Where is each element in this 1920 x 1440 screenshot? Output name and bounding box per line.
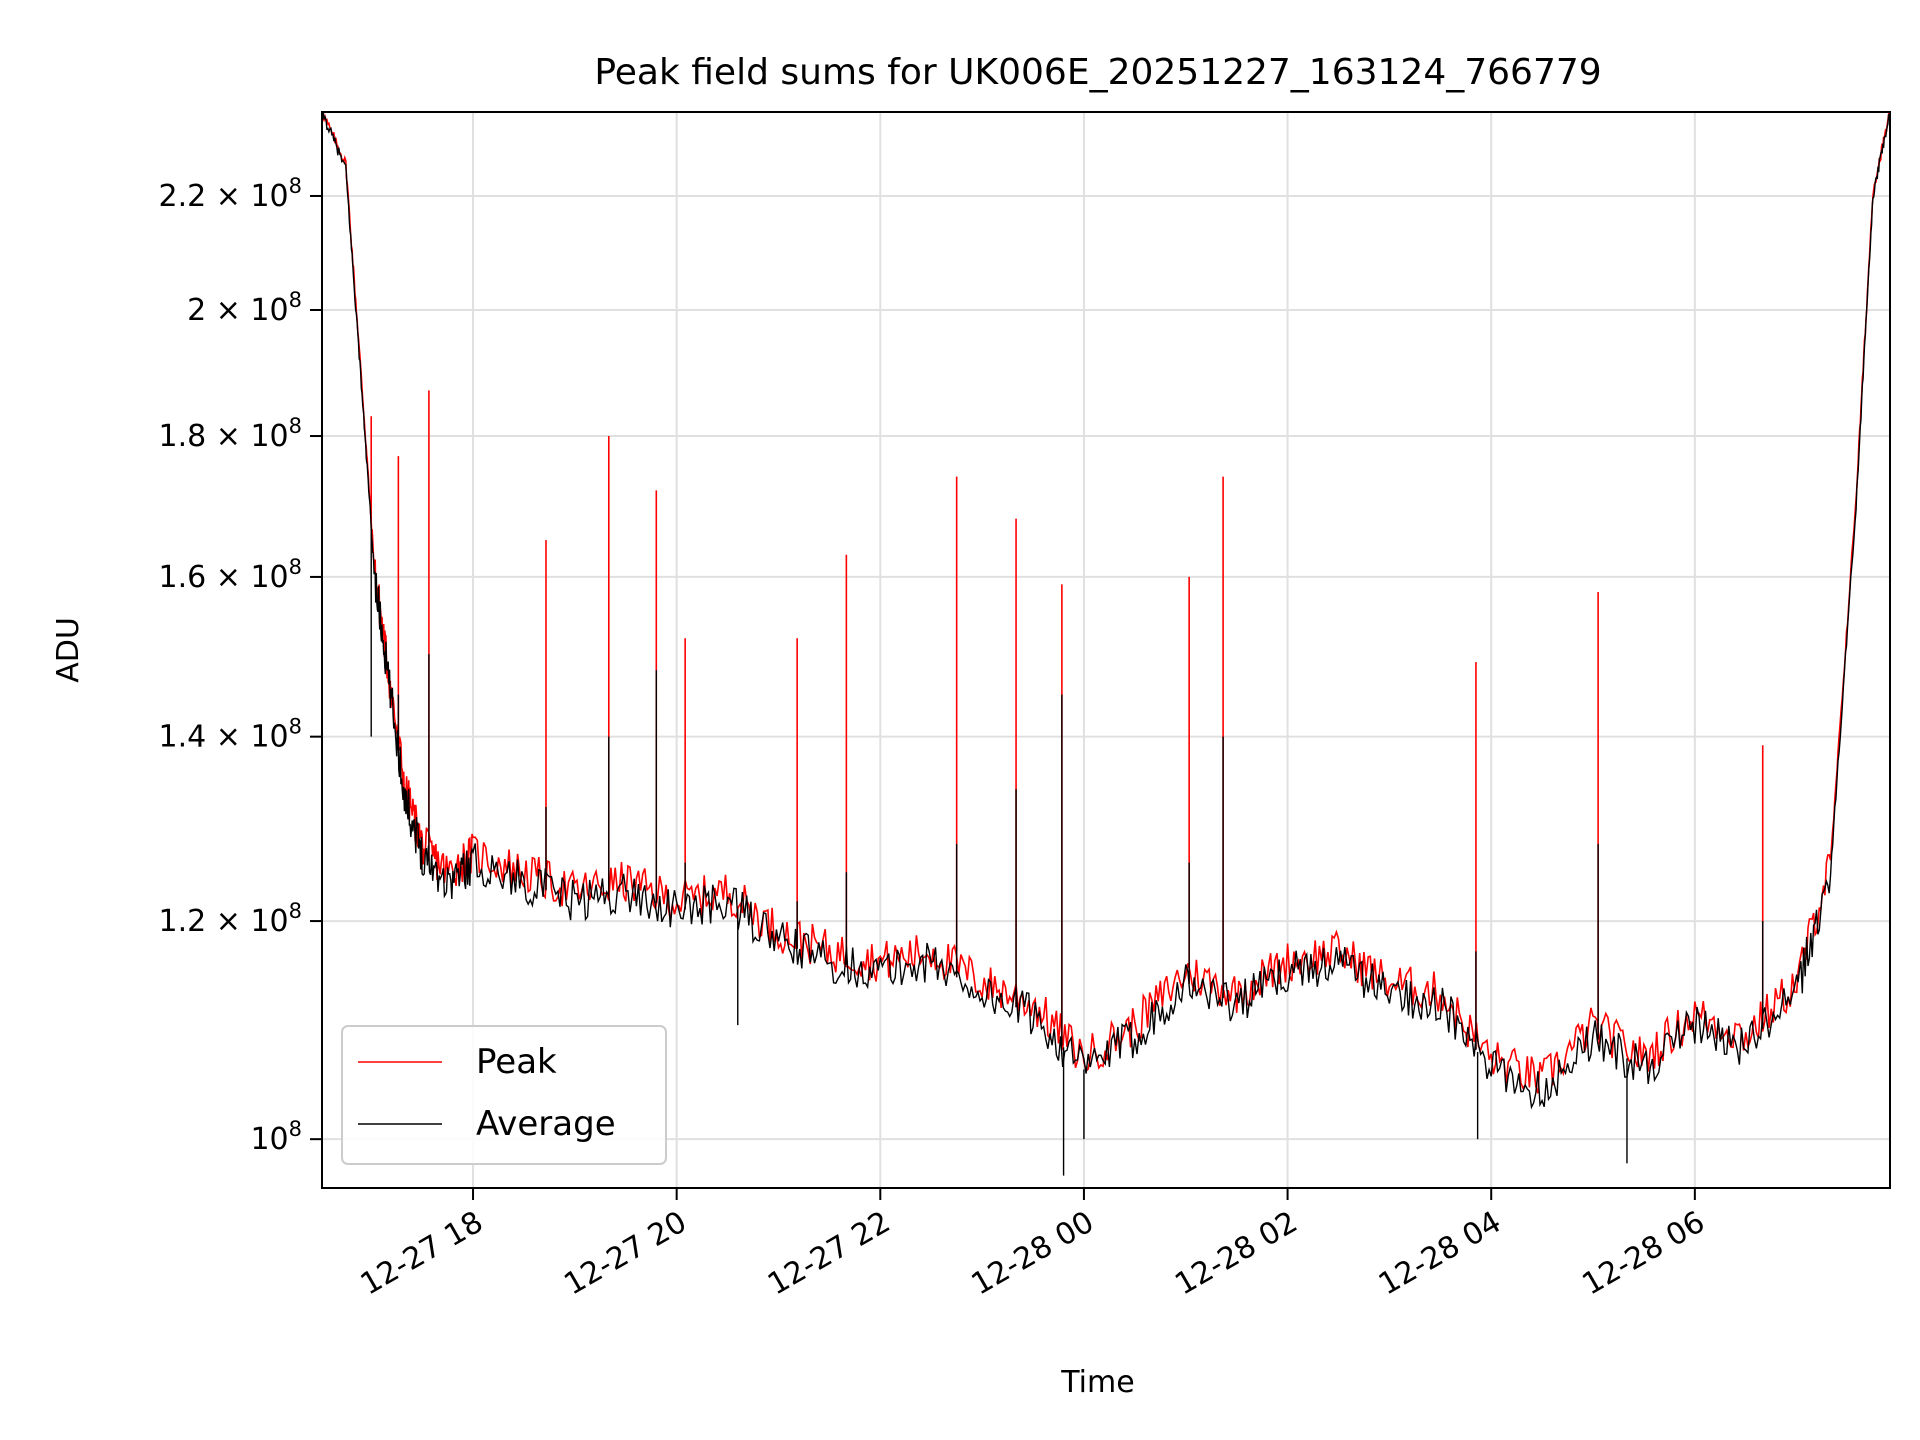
y-tick-label: 2 × 108 <box>187 288 302 328</box>
y-tick-label: 108 <box>250 1117 302 1157</box>
chart-title: Peak field sums for UK006E_20251227_1631… <box>594 52 1601 93</box>
y-axis: 108 1.2 × 108 1.4 × 108 1.6 × 108 1.8 × 108 2… <box>159 174 322 1157</box>
axes-frame <box>321 111 1891 1189</box>
y-tick-label: 2.2 × 108 <box>159 174 302 214</box>
legend-label-peak: Peak <box>476 1042 557 1082</box>
y-tick-label: 1.2 × 108 <box>159 899 302 939</box>
series-line-peak <box>322 112 1890 1094</box>
series-line-average <box>322 112 1890 1110</box>
legend-box <box>341 1025 667 1165</box>
legend: Peak Average <box>341 1025 667 1165</box>
x-axis-label: Time <box>1060 1365 1134 1400</box>
y-tick-label: 1.6 × 108 <box>159 555 302 595</box>
plot-area <box>322 112 1890 1176</box>
legend-label-average: Average <box>476 1104 616 1144</box>
y-tick-label: 1.8 × 108 <box>159 414 302 454</box>
y-tick-label: 1.4 × 108 <box>159 715 302 755</box>
y-axis-label: ADU <box>51 617 86 683</box>
